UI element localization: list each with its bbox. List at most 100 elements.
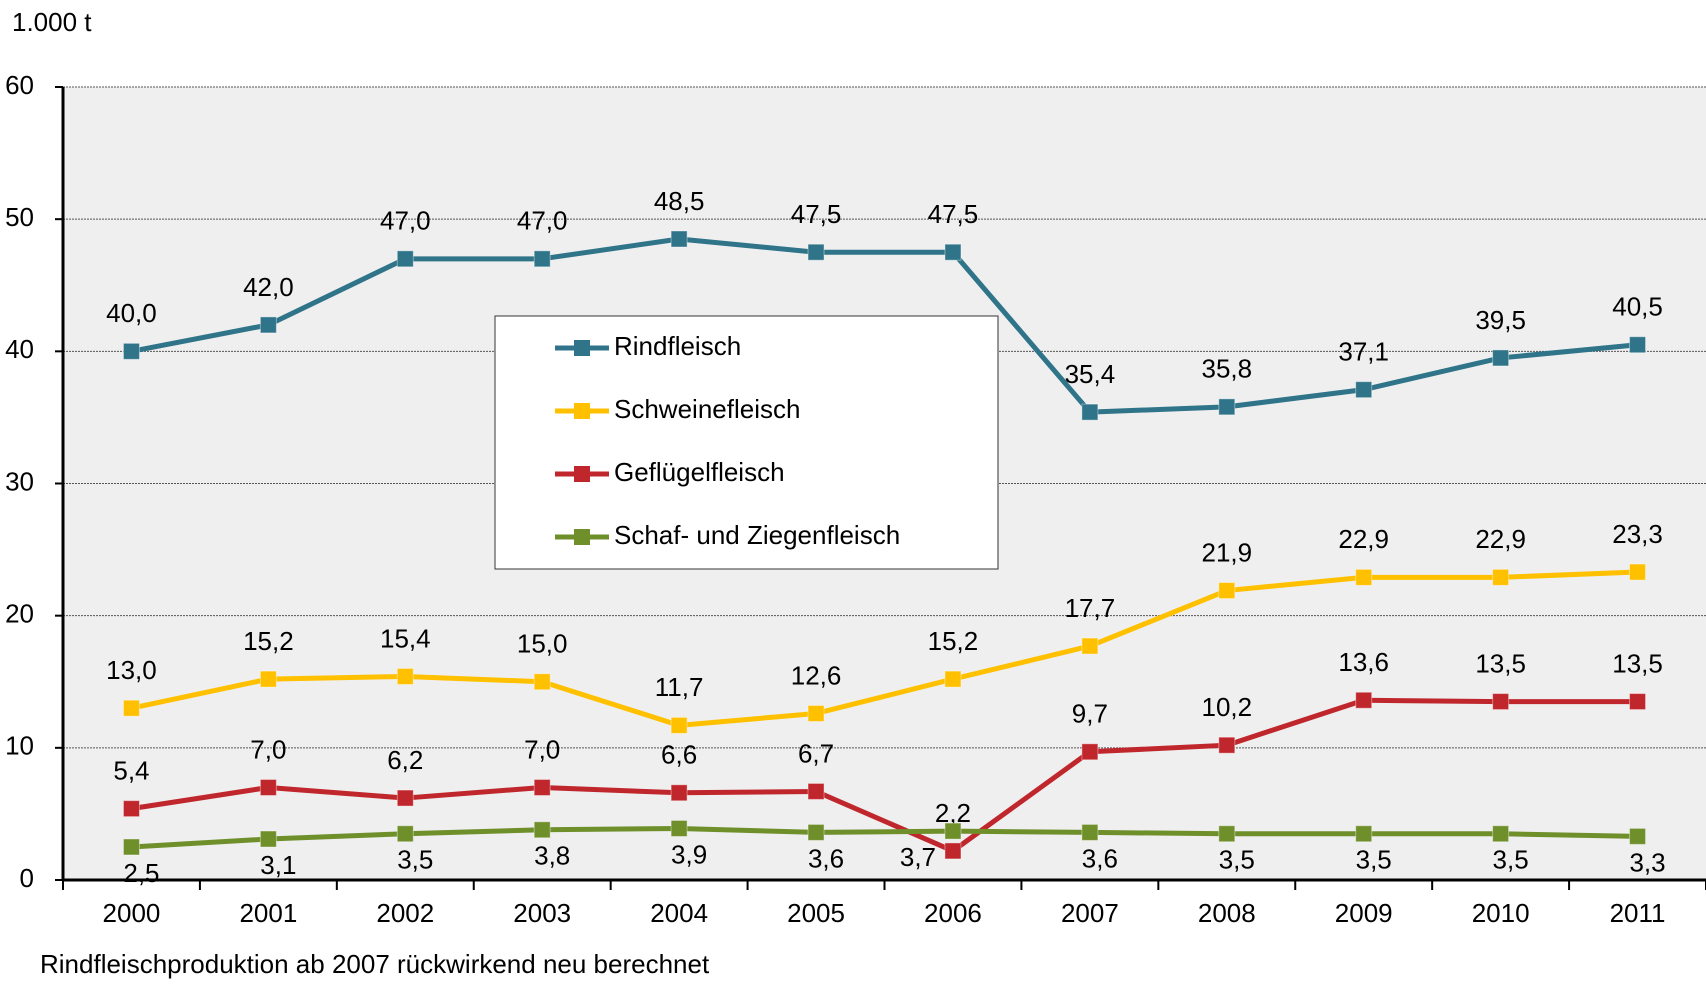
legend-swatch-marker: [574, 466, 590, 482]
data-label: 3,8: [534, 841, 570, 871]
marker: [1355, 825, 1373, 843]
data-label: 12,6: [791, 660, 842, 690]
data-label: 15,4: [380, 623, 431, 653]
marker: [1081, 403, 1099, 421]
data-label: 23,3: [1612, 519, 1663, 549]
marker: [1081, 823, 1099, 841]
marker: [259, 316, 277, 334]
marker: [1081, 637, 1099, 655]
data-label: 39,5: [1475, 305, 1526, 335]
x-tick-label: 2002: [376, 898, 434, 928]
marker: [122, 800, 140, 818]
marker: [396, 667, 414, 685]
data-label: 22,9: [1338, 524, 1389, 554]
x-tick-label: 2011: [1610, 898, 1666, 928]
data-label: 3,3: [1629, 847, 1665, 877]
data-label: 47,0: [517, 206, 568, 236]
marker: [944, 243, 962, 261]
marker: [1218, 582, 1236, 600]
marker: [944, 822, 962, 840]
legend-label: Schaf- und Ziegenfleisch: [614, 520, 900, 550]
marker: [1492, 349, 1510, 367]
marker: [533, 778, 551, 796]
x-tick-label: 2007: [1061, 898, 1119, 928]
x-tick-label: 2004: [650, 898, 708, 928]
footnote: Rindfleischproduktion ab 2007 rückwirken…: [40, 949, 710, 979]
data-label: 6,2: [387, 745, 423, 775]
data-label: 37,1: [1338, 337, 1389, 367]
data-label: 7,0: [524, 734, 560, 764]
legend: Rindfleisch Schweinefleisch Geflügelfleisc…: [494, 315, 999, 570]
marker: [259, 778, 277, 796]
data-label: 2,2: [935, 798, 971, 828]
marker: [944, 670, 962, 688]
data-label: 15,2: [928, 626, 979, 656]
data-label: 11,7: [655, 672, 704, 702]
x-tick-label: 2000: [103, 898, 161, 928]
series-line: [131, 825, 1638, 850]
marker: [1355, 691, 1373, 709]
marker: [670, 230, 688, 248]
marker: [807, 704, 825, 722]
data-label: 10,2: [1201, 692, 1252, 722]
marker: [396, 250, 414, 268]
y-tick-label: 30: [5, 466, 34, 496]
x-tick-label: 2010: [1472, 898, 1530, 928]
marker: [1492, 568, 1510, 586]
marker: [1492, 825, 1510, 843]
data-label: 15,2: [243, 626, 294, 656]
data-label: 35,8: [1201, 354, 1252, 384]
data-label: 3,5: [1356, 845, 1392, 875]
marker: [259, 670, 277, 688]
y-tick-label: 40: [5, 334, 34, 364]
x-tick-label: 2009: [1335, 898, 1393, 928]
marker: [670, 819, 688, 837]
legend-label: Geflügelfleisch: [614, 457, 785, 487]
x-tick-label: 2001: [239, 898, 297, 928]
y-tick-label: 60: [5, 70, 34, 100]
data-label: 3,1: [260, 850, 296, 880]
legend-box: [494, 315, 999, 570]
data-label: 7,0: [250, 734, 286, 764]
data-label: 13,5: [1612, 648, 1663, 678]
data-label: 47,5: [791, 199, 842, 229]
data-label: 42,0: [243, 272, 294, 302]
marker: [396, 825, 414, 843]
marker: [807, 243, 825, 261]
marker: [122, 342, 140, 360]
y-tick-label: 0: [20, 863, 34, 893]
data-label: 5,4: [113, 756, 149, 786]
marker: [122, 699, 140, 717]
x-tick-label: 2008: [1198, 898, 1256, 928]
marker: [1081, 743, 1099, 761]
data-label: 21,9: [1201, 537, 1252, 567]
x-tick-label: 2006: [924, 898, 982, 928]
data-label: 15,0: [517, 629, 568, 659]
series-line: [131, 697, 1638, 854]
data-label: 3,5: [1219, 845, 1255, 875]
data-label: 40,0: [106, 298, 157, 328]
y-tick-label: 10: [5, 731, 34, 761]
marker: [1218, 736, 1236, 754]
marker: [396, 789, 414, 807]
data-label: 3,6: [1082, 843, 1118, 873]
x-tick-label: 2003: [513, 898, 571, 928]
marker: [807, 782, 825, 800]
legend-swatch-marker: [574, 340, 590, 356]
data-label: 13,5: [1475, 648, 1526, 678]
legend-swatch-marker: [574, 403, 590, 419]
data-label: 48,5: [654, 186, 705, 216]
marker: [1629, 693, 1647, 711]
data-label: 17,7: [1065, 593, 1116, 623]
data-label: 13,6: [1338, 647, 1389, 677]
marker: [944, 842, 962, 860]
data-label: 47,0: [380, 206, 431, 236]
marker: [533, 821, 551, 839]
series-line: [130, 236, 1638, 415]
data-label: 6,6: [661, 740, 697, 770]
data-label: 22,9: [1475, 524, 1526, 554]
data-label: 9,7: [1072, 699, 1108, 729]
marker: [533, 673, 551, 691]
data-label: 3,9: [671, 839, 707, 869]
